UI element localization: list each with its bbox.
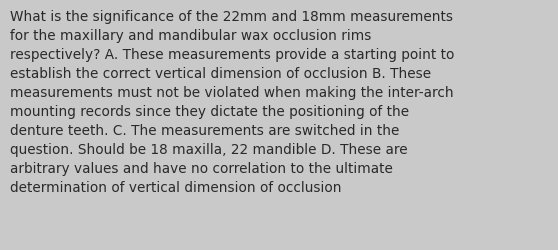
Text: What is the significance of the 22mm and 18mm measurements
for the maxillary and: What is the significance of the 22mm and…: [10, 10, 454, 194]
